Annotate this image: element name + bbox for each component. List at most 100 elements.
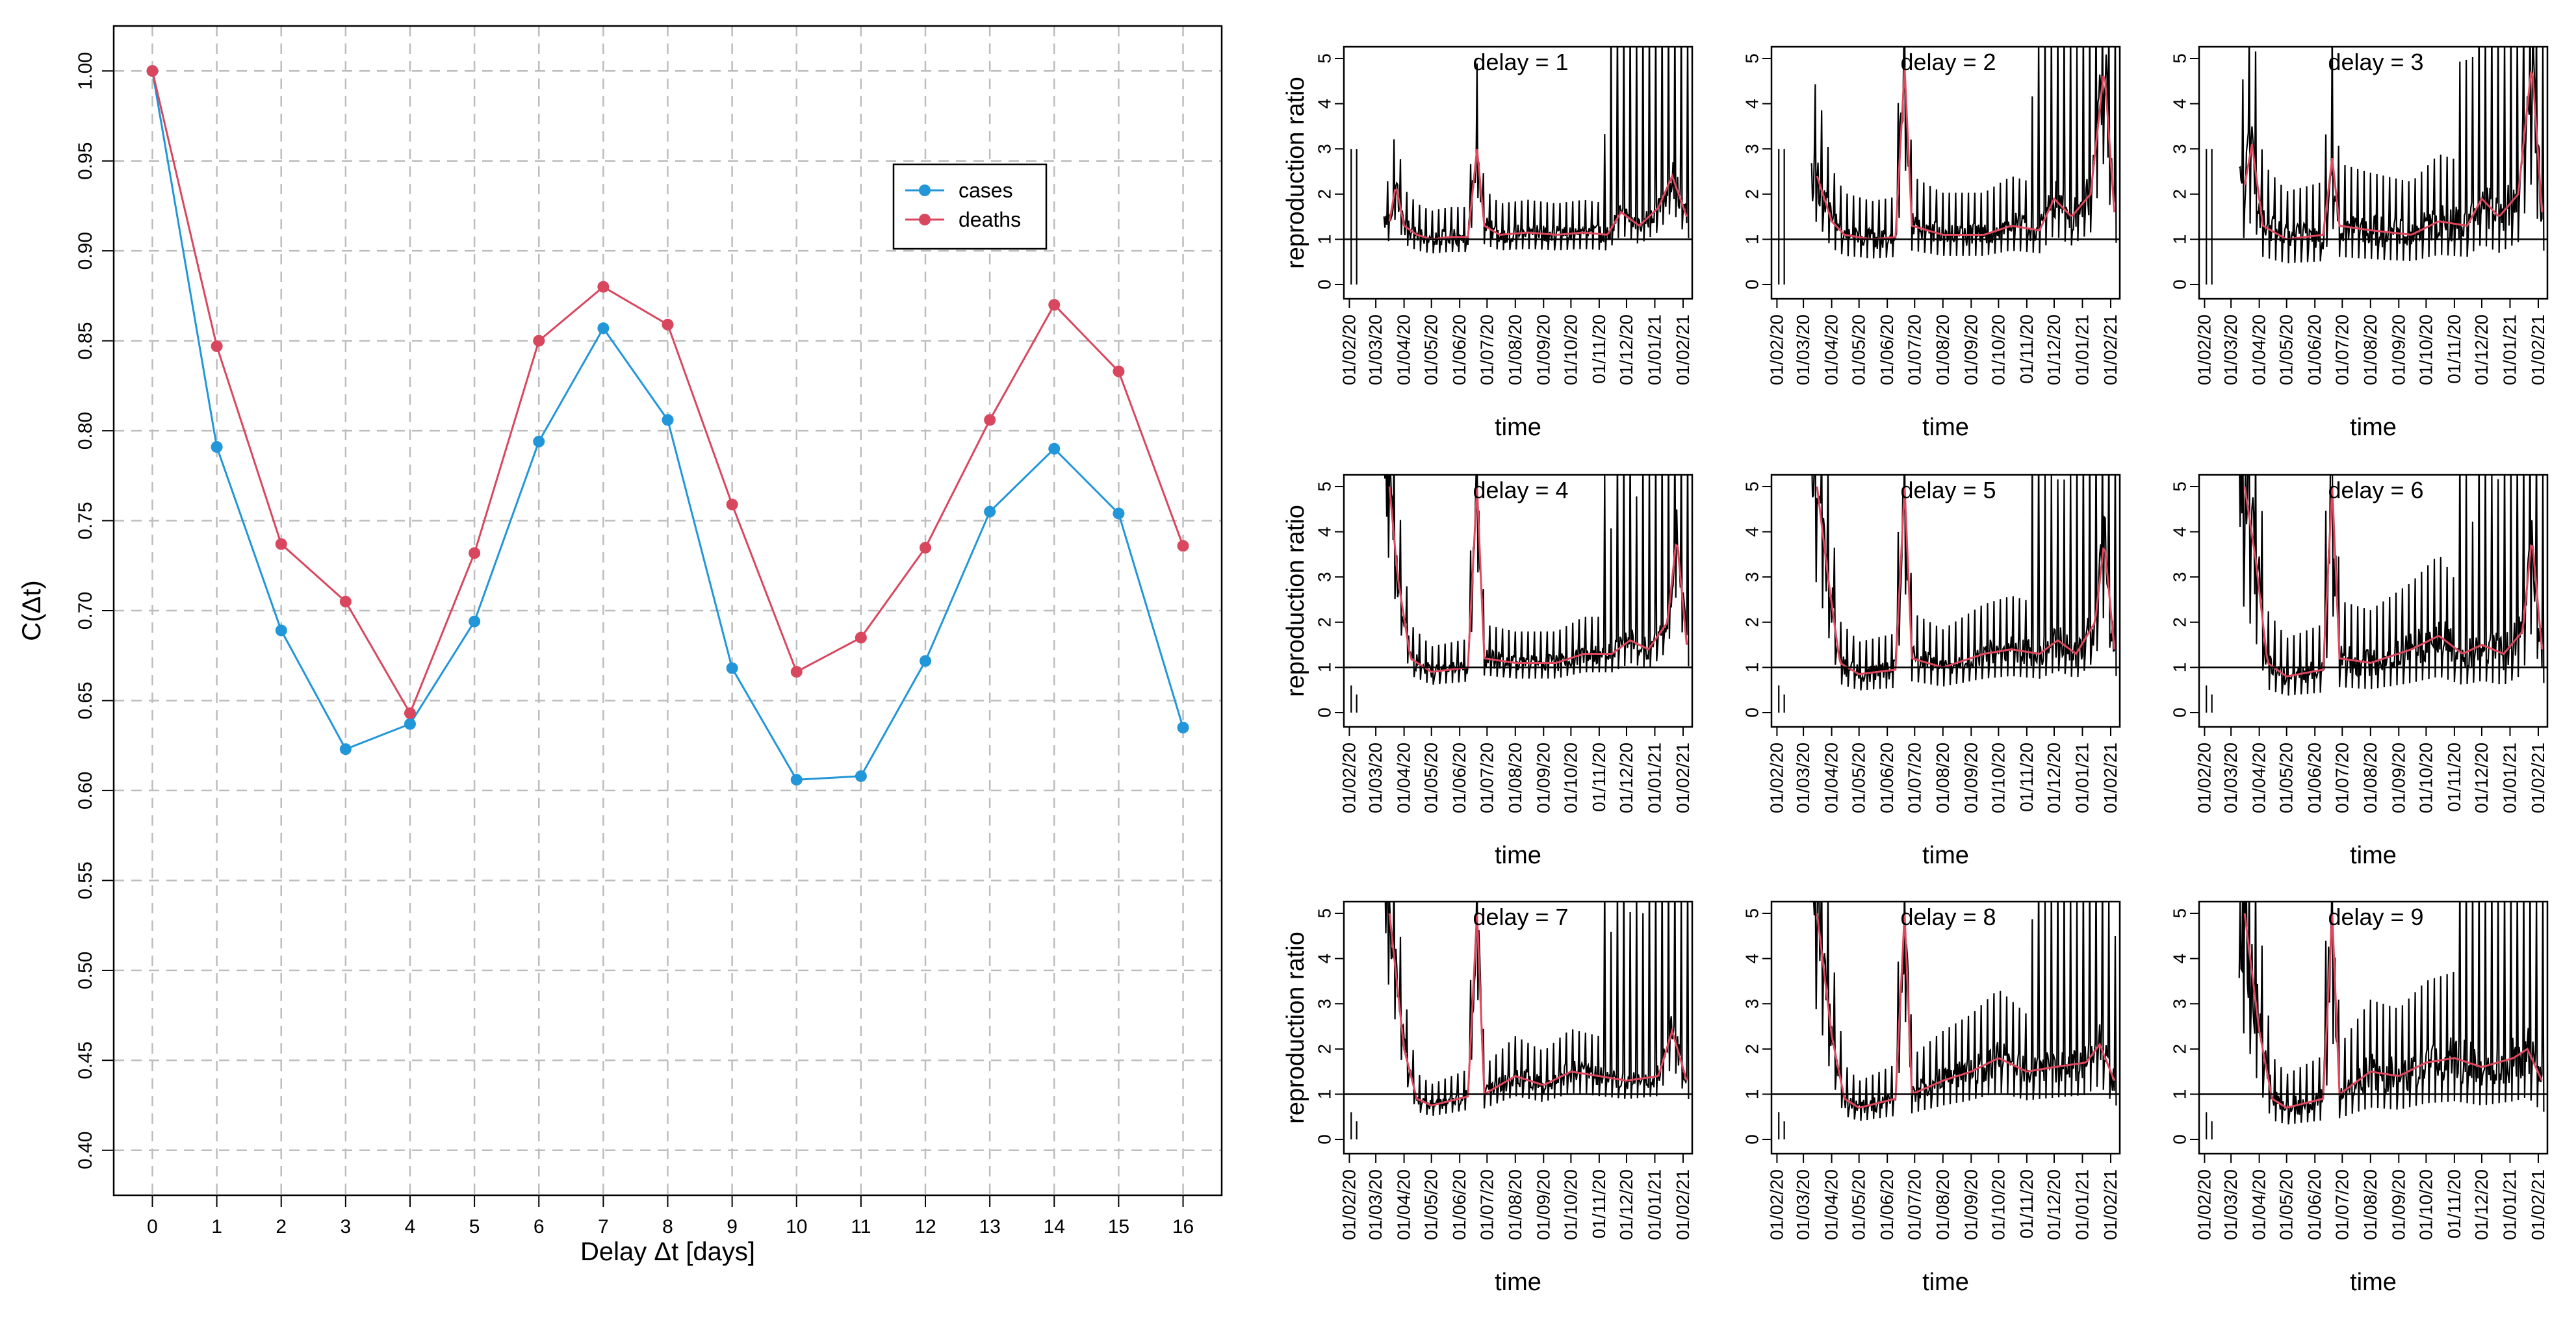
y-tick-label: 4 [1742,99,1762,109]
panel-plot-area [2206,47,2545,285]
x-tick-label: 01/10/20 [2415,1169,2436,1240]
y-tick-label: 3 [1314,572,1334,582]
x-tick-label: 01/12/20 [2471,314,2492,385]
x-tick-label: 01/07/20 [1476,314,1497,385]
y-tick-label: 0 [1742,707,1762,718]
x-tick-label: 01/09/20 [1533,742,1553,813]
raw-series-line [1811,475,2117,691]
x-axis-title: time [1495,1269,1541,1296]
x-tick-label: 01/10/20 [1560,1169,1580,1240]
x-axis-title: time [2350,414,2397,441]
x-axis-title: time [1495,414,1541,441]
x-tick-label: 01/01/21 [2499,742,2519,813]
y-tick-label: 3 [1314,144,1334,154]
x-tick-label: 01/07/20 [1904,1169,1924,1240]
data-point-cases [339,743,352,755]
x-tick-label: 01/10/20 [1988,1169,2008,1240]
y-tick-label: 4 [1742,954,1762,964]
x-tick-label: 01/08/20 [1933,1169,1953,1240]
x-tick-label: 01/04/20 [1822,1169,1842,1240]
x-tick-label: 01/05/20 [1421,314,1441,385]
x-tick-label: 01/08/20 [1505,1169,1525,1240]
x-tick-label: 12 [914,1216,936,1238]
x-tick-label: 01/08/20 [2360,314,2380,385]
y-tick-label: 0.50 [75,952,96,989]
y-tick-label: 3 [2169,998,2189,1009]
x-tick-label: 01/02/20 [2194,314,2214,385]
data-point-deaths [920,542,932,554]
panel-delay-2: delay = 2 0 1 2 3 4 5 01/02/20 01/03/20 01/04/20 0… [1742,45,2121,441]
data-point-deaths [404,707,416,719]
x-tick-label: 01/07/20 [2332,1169,2352,1240]
x-tick-label: 01/07/20 [1904,314,1924,385]
panel-title: delay = 8 [1900,904,1996,930]
y-axis-title: reproduction ratio [1282,932,1309,1124]
x-tick-label: 7 [598,1216,609,1238]
x-tick-label: 01/09/20 [1961,1169,1981,1240]
y-tick-label: 0 [2169,279,2189,290]
panel-frame [1343,900,1694,1155]
x-tick-label: 01/04/20 [1822,314,1842,385]
x-tick-label: 14 [1044,1216,1065,1238]
x-tick-label: 01/01/21 [2499,1169,2519,1240]
x-tick-label: 15 [1108,1216,1129,1238]
x-tick-label: 01/11/20 [2444,314,2464,384]
panel-title: delay = 6 [2328,477,2423,503]
y-tick-label: 5 [1742,481,1762,492]
x-tick-label: 01/02/21 [2100,1169,2120,1240]
x-tick-label: 01/09/20 [1961,742,1981,813]
y-tick-label: 1 [2169,1089,2189,1100]
y-tick-label: 2 [2169,189,2189,199]
panel-plot-area [1778,475,2117,713]
y-tick-label: 5 [2169,908,2189,919]
legend-swatch-point [919,184,931,196]
x-tick-label: 01/05/20 [1421,1169,1441,1240]
x-tick-label: 01/02/20 [1339,314,1359,385]
x-tick-label: 01/01/21 [2499,314,2519,385]
x-tick-label: 01/07/20 [1904,742,1924,813]
y-tick-label: 2 [2169,1044,2189,1054]
x-tick-label: 01/02/20 [1766,1169,1786,1240]
x-tick-label: 01/05/20 [2276,742,2297,813]
x-tick-label: 01/05/20 [2276,1169,2297,1240]
x-tick-label: 9 [727,1216,738,1238]
y-tick-label: 4 [1742,527,1762,537]
x-tick-label: 01/03/20 [2221,1169,2241,1240]
data-point-cases [984,505,996,518]
smoothed-series-line [1816,67,2116,240]
x-tick-label: 01/12/20 [2044,1169,2064,1240]
y-tick-label: 2 [1742,1044,1762,1054]
y-tick-label: 1 [2169,663,2189,673]
y-tick-label: 2 [1314,189,1334,199]
x-tick-label: 01/10/20 [1988,742,2008,813]
y-tick-label: 5 [1742,53,1762,64]
x-tick-label: 01/06/20 [1449,314,1469,385]
panel-frame [2198,45,2549,300]
y-tick-label: 3 [1742,998,1762,1009]
panel-delay-9: delay = 9 0 1 2 3 4 5 01/02/20 01/03/20 01/04/20 0… [2169,900,2549,1296]
x-tick-label: 01/02/20 [1339,1169,1359,1240]
data-point-cases [662,414,674,426]
smoothed-series-line [2243,71,2544,240]
smoothed-series-line [2243,486,2544,678]
x-tick-label: 01/11/20 [2444,1169,2464,1239]
data-point-cases [533,435,545,448]
x-tick-label: 01/10/20 [1560,742,1580,813]
data-point-cases [404,718,416,730]
x-tick-label: 01/10/20 [2415,742,2436,813]
x-axis-title: Delay Δt [days] [580,1238,755,1266]
x-tick-label: 4 [405,1216,416,1238]
panel-delay-8: delay = 8 0 1 2 3 4 5 01/02/20 01/03/20 01/04/20 0… [1742,900,2121,1296]
legend-label-cases: cases [959,179,1013,202]
x-tick-label: 01/12/20 [1616,742,1636,813]
x-axis-title: time [1922,414,1969,441]
y-tick-label: 2 [1742,189,1762,199]
x-tick-label: 01/12/20 [2044,314,2064,385]
x-tick-label: 01/05/20 [1849,1169,1869,1240]
y-tick-label: 4 [1314,954,1334,964]
x-tick-label: 01/12/20 [2044,742,2064,813]
panel-delay-7: delay = 7 0 1 2 3 4 5 01/02/20 01/03/20 01/04/20 0… [1282,900,1694,1296]
x-tick-label: 01/02/21 [2528,314,2548,385]
x-tick-label: 5 [469,1216,480,1238]
